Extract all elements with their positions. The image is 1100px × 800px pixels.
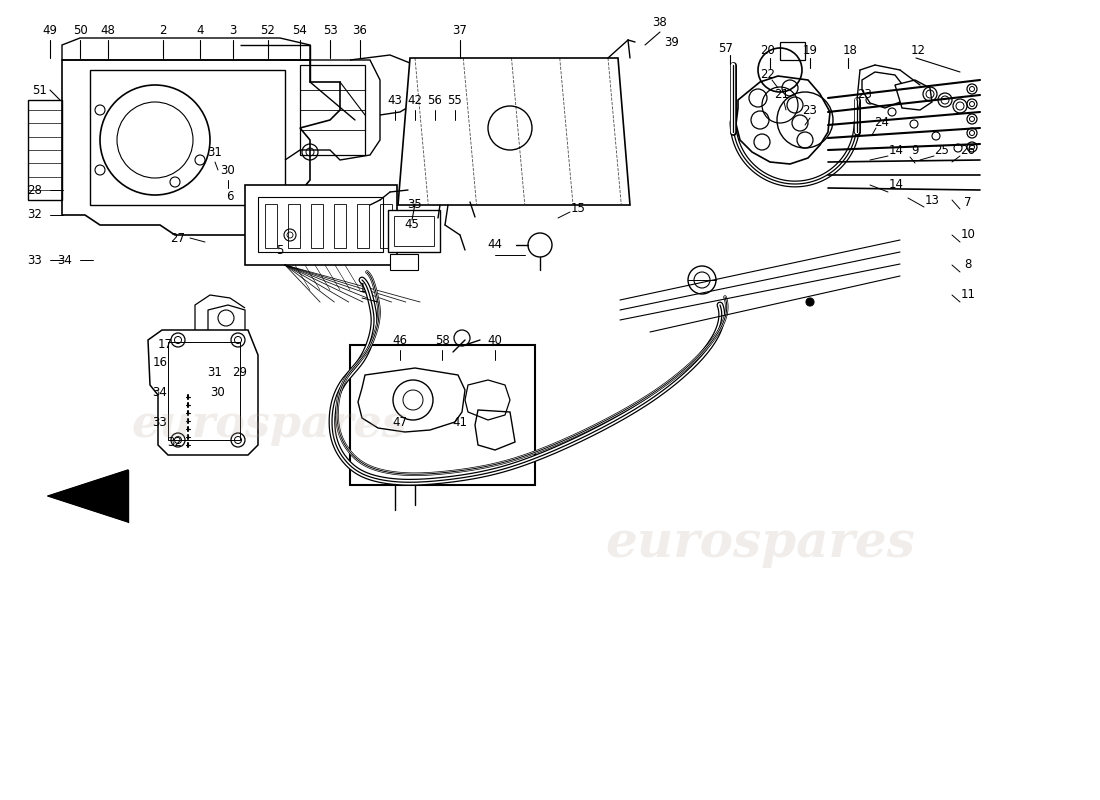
Text: 10: 10 [960, 229, 976, 242]
Text: 23: 23 [803, 103, 817, 117]
Bar [168, 342, 240, 440]
Bar [350, 345, 535, 485]
Bar [245, 185, 397, 265]
Text: 14: 14 [889, 178, 903, 191]
Bar [358, 204, 368, 248]
Text: 55: 55 [448, 94, 462, 106]
Text: 31: 31 [208, 366, 222, 378]
Text: 49: 49 [43, 23, 57, 37]
Text: 32: 32 [167, 435, 183, 449]
Text: 26: 26 [960, 143, 976, 157]
Text: 30: 30 [221, 163, 235, 177]
Text: 27: 27 [170, 231, 186, 245]
Text: 34: 34 [57, 254, 73, 266]
Text: 14: 14 [889, 143, 903, 157]
Text: 50: 50 [73, 23, 87, 37]
Polygon shape [736, 76, 830, 164]
Bar [780, 42, 805, 60]
Text: 33: 33 [153, 415, 167, 429]
Bar [90, 70, 285, 205]
Text: 41: 41 [452, 415, 468, 429]
Bar [379, 204, 392, 248]
Polygon shape [398, 58, 630, 205]
Text: eurospares: eurospares [605, 519, 915, 569]
Text: 32: 32 [28, 209, 43, 222]
Text: 23: 23 [858, 89, 872, 102]
Text: 9: 9 [911, 143, 918, 157]
Text: 47: 47 [393, 415, 407, 429]
Text: 20: 20 [760, 43, 775, 57]
Bar [390, 254, 418, 270]
Polygon shape [148, 330, 258, 455]
Text: 22: 22 [760, 67, 775, 81]
Bar [394, 216, 435, 246]
Text: 7: 7 [965, 195, 971, 209]
Text: 30: 30 [210, 386, 225, 398]
Bar [311, 204, 323, 248]
Bar [265, 204, 277, 248]
Text: eurospares: eurospares [132, 402, 408, 446]
Text: 19: 19 [803, 43, 817, 57]
Circle shape [688, 266, 716, 294]
Text: 34: 34 [153, 386, 167, 398]
Text: 28: 28 [28, 183, 43, 197]
Text: 58: 58 [434, 334, 450, 346]
Text: 43: 43 [387, 94, 403, 106]
Text: 38: 38 [652, 15, 668, 29]
Text: 4: 4 [196, 23, 204, 37]
Text: 51: 51 [33, 83, 47, 97]
Text: 37: 37 [452, 23, 468, 37]
Text: 13: 13 [925, 194, 939, 206]
Text: 3: 3 [229, 23, 236, 37]
Text: 11: 11 [960, 289, 976, 302]
Bar [388, 210, 440, 252]
Text: 31: 31 [208, 146, 222, 158]
Bar [334, 204, 346, 248]
Text: 6: 6 [227, 190, 233, 203]
Text: 17: 17 [157, 338, 173, 351]
Bar [288, 204, 300, 248]
Text: 2: 2 [160, 23, 167, 37]
Polygon shape [475, 410, 515, 450]
Bar [258, 197, 383, 252]
Text: 35: 35 [408, 198, 422, 211]
Text: 56: 56 [428, 94, 442, 106]
Text: 1: 1 [359, 282, 365, 294]
Text: 8: 8 [965, 258, 971, 271]
Text: 39: 39 [664, 35, 680, 49]
Text: 48: 48 [100, 23, 116, 37]
Bar [300, 65, 365, 155]
Text: 18: 18 [843, 43, 857, 57]
Text: 33: 33 [28, 254, 43, 266]
Text: 29: 29 [232, 366, 248, 378]
Text: 52: 52 [261, 23, 275, 37]
Text: 42: 42 [407, 94, 422, 106]
Text: 12: 12 [911, 43, 925, 57]
Polygon shape [48, 470, 128, 522]
Polygon shape [358, 368, 465, 432]
Text: 16: 16 [153, 355, 167, 369]
Text: 57: 57 [718, 42, 734, 54]
Text: 53: 53 [322, 23, 338, 37]
Polygon shape [862, 72, 905, 108]
Text: 45: 45 [405, 218, 419, 230]
Polygon shape [895, 80, 932, 110]
Text: 44: 44 [487, 238, 503, 251]
Text: 46: 46 [393, 334, 407, 346]
Text: 25: 25 [935, 143, 949, 157]
Text: 36: 36 [353, 23, 367, 37]
Circle shape [806, 298, 814, 306]
Text: 5: 5 [276, 243, 284, 257]
Text: 21: 21 [774, 89, 790, 102]
Text: 15: 15 [571, 202, 585, 214]
Text: 54: 54 [293, 23, 307, 37]
Text: 24: 24 [874, 115, 890, 129]
Text: 40: 40 [487, 334, 503, 346]
